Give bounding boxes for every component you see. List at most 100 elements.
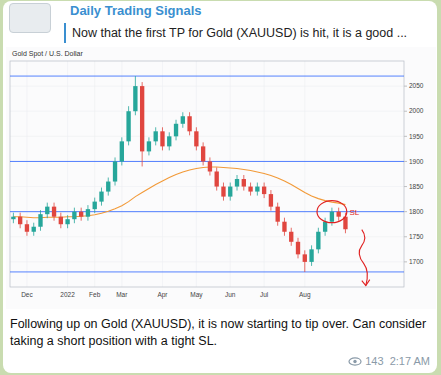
level-line <box>10 211 404 212</box>
candle-body <box>181 116 185 124</box>
candle-body <box>99 192 103 202</box>
candle-body <box>309 249 313 262</box>
chart-background <box>6 47 436 309</box>
candle-body <box>93 202 97 210</box>
candle-body <box>32 227 36 232</box>
plot-area <box>10 76 404 272</box>
quote-bar <box>64 23 66 43</box>
candle-body <box>25 224 29 232</box>
x-tick-label: 2022 <box>60 291 75 298</box>
grid-line <box>10 86 404 87</box>
grid-line-x <box>196 61 197 287</box>
y-tick-label: 1800 <box>409 208 424 215</box>
annotation-arrow <box>359 230 367 286</box>
candle-body <box>255 187 259 192</box>
candle-body <box>174 124 178 137</box>
candle-body <box>201 146 205 161</box>
annotation-arrowhead <box>362 280 370 286</box>
x-tick-label: May <box>190 291 203 299</box>
candle-body <box>86 209 90 217</box>
candle-body <box>215 171 219 186</box>
candle-body <box>248 187 252 192</box>
grid-line-x <box>94 61 95 287</box>
x-tick-label: Apr <box>157 291 168 299</box>
candle-body <box>126 111 130 141</box>
x-tick-label: Aug <box>299 291 311 299</box>
view-count: 143 <box>365 355 383 367</box>
candle-body <box>316 232 320 250</box>
candle-body <box>296 242 300 255</box>
y-tick <box>404 236 407 237</box>
candle-body <box>59 217 63 225</box>
candle-body <box>228 187 232 197</box>
candle-body <box>194 131 198 146</box>
grid-line <box>10 211 404 212</box>
y-tick <box>404 186 407 187</box>
grid-line <box>10 161 404 162</box>
channel-avatar[interactable] <box>9 3 51 33</box>
candle-body <box>330 212 334 222</box>
y-tick-label: 1900 <box>409 158 424 165</box>
grid-line <box>10 236 404 237</box>
candle-body <box>113 161 117 181</box>
candle-body <box>235 179 239 187</box>
candle-body <box>154 131 158 141</box>
y-tick-label: 1850 <box>409 183 424 190</box>
candle-body <box>262 187 266 195</box>
x-tick-label: Dec <box>21 291 33 298</box>
grid-line-x <box>121 61 122 287</box>
moving-average <box>13 167 345 218</box>
candle-body <box>106 182 110 192</box>
candle-body <box>208 161 212 171</box>
chart-image[interactable]: Gold Spot / U.S. Dollar 1700 1750 1800 1850 1… <box>6 47 436 309</box>
candle-body <box>337 212 341 217</box>
chart-title: Gold Spot / U.S. Dollar <box>12 50 83 58</box>
y-tick-label: 1700 <box>409 258 424 265</box>
grid-line-x <box>67 61 68 287</box>
grid-line <box>10 136 404 137</box>
x-tick-label: Mar <box>116 291 128 298</box>
grid-line-x <box>162 61 163 287</box>
candle-body <box>276 207 280 222</box>
level-line <box>10 271 404 272</box>
candle-body <box>65 219 69 224</box>
candle-body <box>11 217 15 220</box>
candle-body <box>45 207 49 215</box>
post-time: 2:17 AM <box>390 355 430 367</box>
candle-body <box>282 222 286 232</box>
grid-line <box>10 261 404 262</box>
candle-body <box>289 232 293 242</box>
candle-body <box>147 141 151 151</box>
annotation-circle <box>317 201 347 223</box>
message-text: Following up on Gold (XAUUSD), it is now… <box>10 316 432 350</box>
y-tick <box>404 261 407 262</box>
candle-body <box>242 179 246 187</box>
y-tick <box>404 211 407 212</box>
reply-text[interactable]: Now that the first TP for Gold (XAUUSD) … <box>72 26 407 40</box>
eye-icon <box>348 357 362 366</box>
y-tick-label: 1750 <box>409 233 424 240</box>
annotation-text: SL <box>350 208 360 217</box>
candle-body <box>72 212 76 220</box>
x-tick-label: Jun <box>225 291 236 298</box>
y-tick <box>404 136 407 137</box>
candle-body <box>79 212 83 217</box>
grid-line <box>10 111 404 112</box>
candle-body <box>120 141 124 161</box>
plot-frame <box>10 61 404 287</box>
candle-body <box>303 254 307 262</box>
grid-line-x <box>230 61 231 287</box>
candle-body <box>160 131 164 146</box>
candle-body <box>52 207 56 217</box>
level-line <box>10 161 404 162</box>
candle-body <box>187 116 191 131</box>
y-tick <box>404 86 407 87</box>
candle-body <box>323 222 327 232</box>
candle-body <box>133 86 137 111</box>
y-tick-label: 2000 <box>409 107 424 114</box>
x-tick-label: Feb <box>89 291 101 298</box>
candle-body <box>140 86 144 151</box>
channel-name[interactable]: Daily Trading Signals <box>70 3 201 18</box>
candle-body <box>167 136 171 146</box>
x-tick-label: Jul <box>260 291 269 298</box>
